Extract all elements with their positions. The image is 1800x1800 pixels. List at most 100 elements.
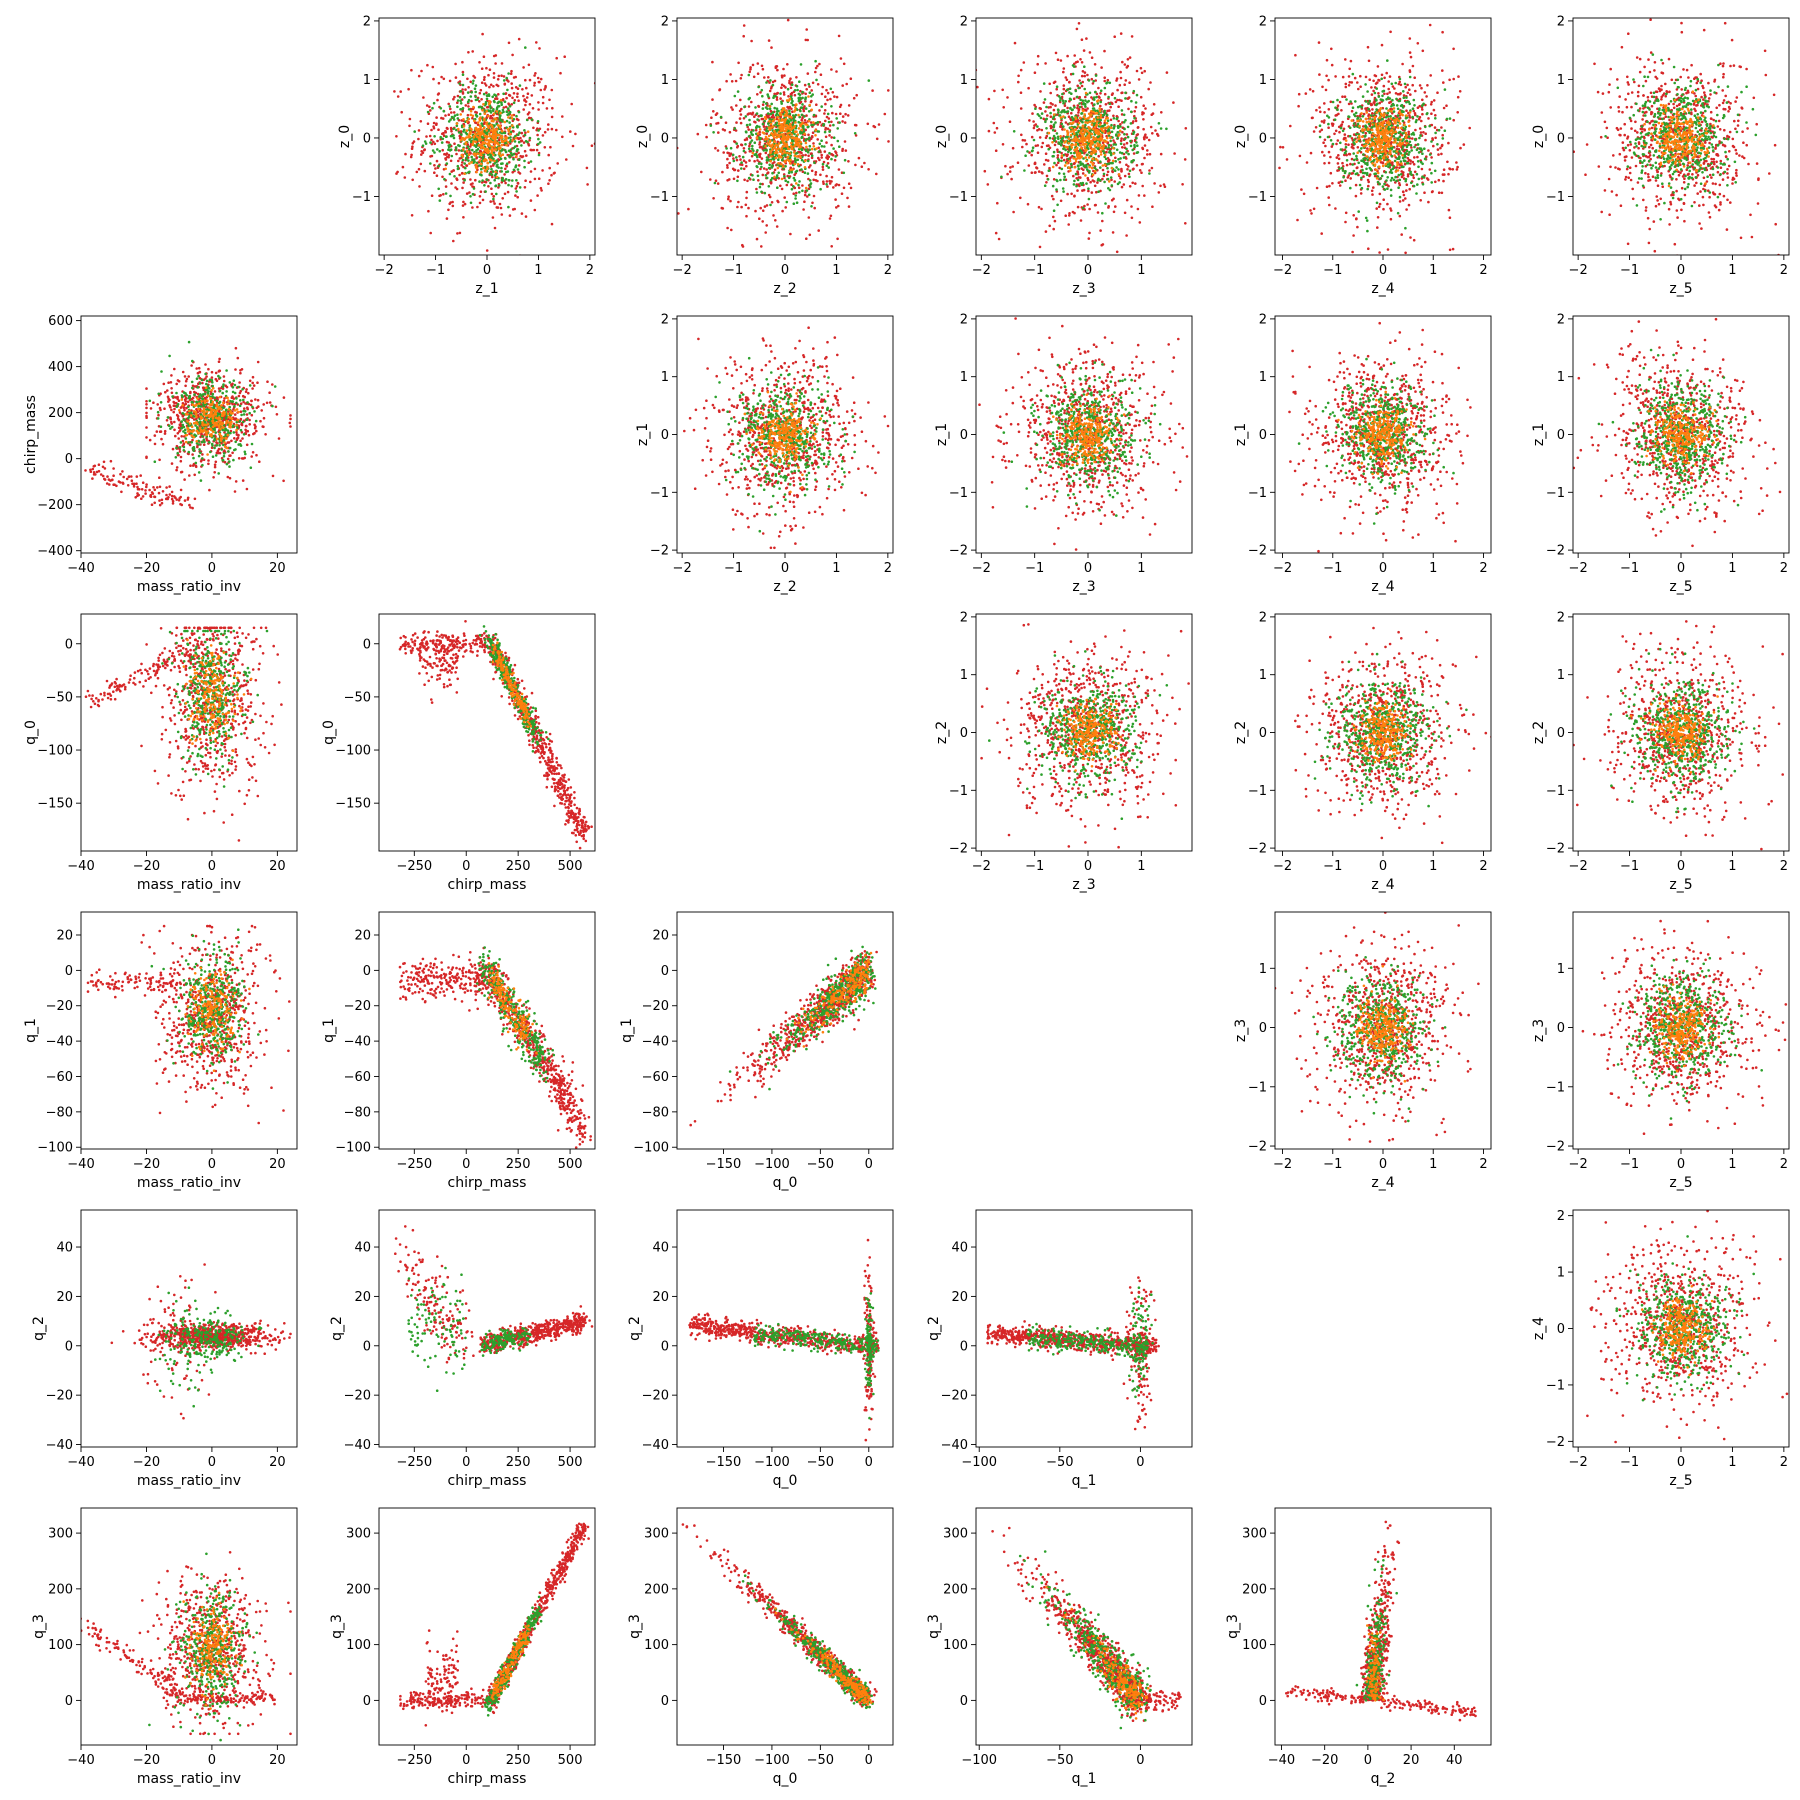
data-point <box>1103 123 1106 126</box>
data-point <box>1132 159 1135 162</box>
data-point <box>1109 136 1112 140</box>
data-point <box>1130 160 1133 164</box>
data-point <box>1070 165 1073 169</box>
y-tick-label: 1 <box>960 73 968 88</box>
data-point <box>461 91 465 94</box>
data-point <box>872 124 875 128</box>
data-point <box>759 114 763 118</box>
data-point <box>1063 175 1066 179</box>
data-point <box>1437 178 1441 182</box>
data-point <box>837 183 841 187</box>
data-point <box>805 114 808 117</box>
data-point <box>784 119 787 122</box>
data-point <box>1073 165 1077 169</box>
data-point <box>784 165 787 168</box>
data-point <box>803 193 807 197</box>
data-point <box>829 214 833 218</box>
data-point <box>1116 131 1119 134</box>
data-point <box>1067 137 1071 140</box>
data-point <box>512 101 516 105</box>
data-point <box>775 98 779 101</box>
data-point <box>468 151 472 154</box>
data-point <box>1345 163 1349 167</box>
data-point <box>470 155 474 159</box>
data-point <box>812 113 816 117</box>
data-point <box>768 119 771 123</box>
data-point <box>533 81 536 85</box>
data-point <box>1132 132 1135 135</box>
data-point <box>1327 150 1331 154</box>
data-point <box>1101 219 1104 223</box>
x-tick-label: 0 <box>1084 263 1092 278</box>
data-point <box>836 139 840 143</box>
data-point <box>1334 207 1337 210</box>
data-point <box>752 178 755 181</box>
data-point <box>810 205 813 208</box>
data-point <box>465 152 468 156</box>
data-point <box>820 156 823 159</box>
data-point <box>1064 76 1068 79</box>
data-point <box>800 106 804 109</box>
data-point <box>770 155 773 158</box>
data-point <box>529 170 533 173</box>
data-point <box>768 139 772 143</box>
data-point <box>529 160 533 163</box>
data-point <box>516 148 520 151</box>
data-point <box>513 99 517 102</box>
data-point <box>1030 135 1034 139</box>
data-point <box>569 130 572 133</box>
data-point <box>759 206 762 210</box>
data-point <box>765 132 768 135</box>
data-point <box>493 93 496 96</box>
data-point <box>1133 114 1136 118</box>
data-point <box>1341 120 1344 124</box>
data-point <box>494 130 497 134</box>
data-point <box>1135 164 1139 167</box>
data-point <box>1319 110 1322 114</box>
data-point <box>480 122 484 125</box>
data-point <box>1082 49 1086 52</box>
data-point <box>1092 110 1095 114</box>
data-point <box>1408 37 1412 40</box>
data-point <box>730 80 734 83</box>
data-point <box>1325 74 1328 78</box>
data-point <box>1071 118 1075 122</box>
data-point <box>1123 63 1127 66</box>
data-point <box>828 217 832 220</box>
data-point <box>1388 91 1391 94</box>
data-point <box>789 122 792 126</box>
data-point <box>493 100 496 104</box>
data-point <box>1082 157 1085 160</box>
data-point <box>784 113 788 117</box>
data-point <box>1289 124 1292 128</box>
data-point <box>1135 93 1139 97</box>
data-point <box>1348 152 1352 156</box>
y-tick-label: 2 <box>363 14 371 29</box>
data-point <box>1073 106 1076 109</box>
data-point <box>1088 144 1092 147</box>
data-point <box>467 108 471 111</box>
data-point <box>807 193 811 197</box>
data-point <box>780 187 784 191</box>
data-point <box>1047 147 1050 151</box>
data-point <box>815 121 818 125</box>
data-point <box>511 139 514 142</box>
data-point <box>1043 184 1047 187</box>
data-point <box>1378 101 1381 105</box>
data-point <box>525 96 529 99</box>
data-point <box>417 137 420 141</box>
data-point <box>1017 80 1020 84</box>
data-point <box>492 54 496 58</box>
data-point <box>1394 126 1398 129</box>
data-point <box>494 62 497 65</box>
data-point <box>788 156 792 160</box>
data-point <box>820 105 823 108</box>
data-point <box>1076 205 1080 209</box>
data-point <box>495 175 499 179</box>
data-point <box>464 156 468 160</box>
data-point <box>867 79 871 82</box>
data-point <box>821 162 825 166</box>
data-point <box>808 91 812 94</box>
data-point <box>1366 45 1370 49</box>
